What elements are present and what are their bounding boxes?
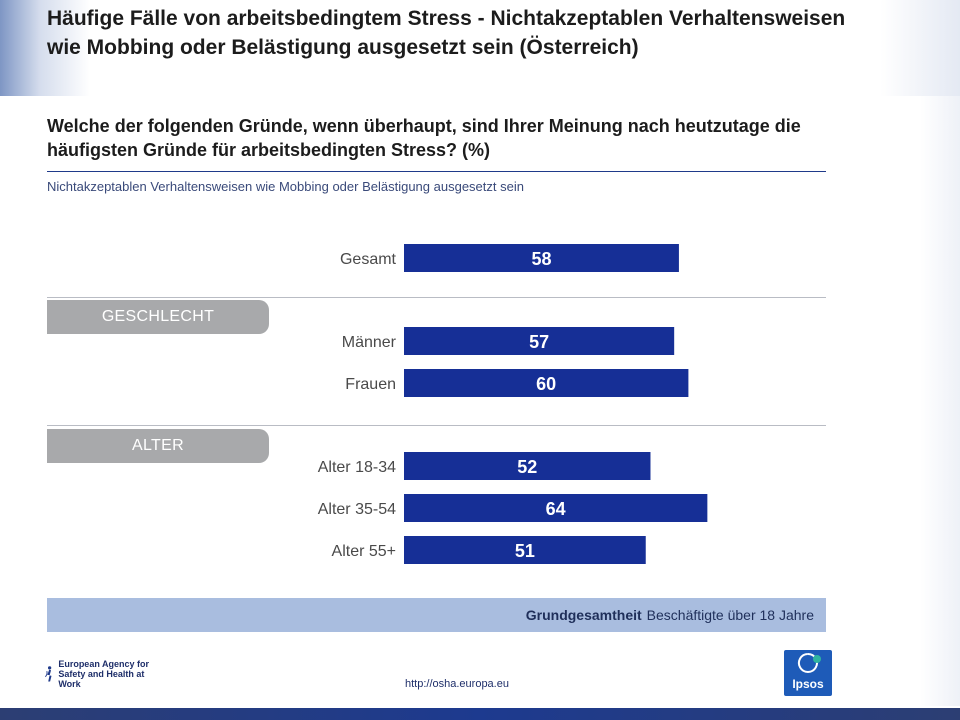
category-label: Alter 35-54: [318, 501, 396, 518]
section-tab-gender: GESCHLECHT: [47, 300, 269, 334]
section-divider-age: [47, 425, 826, 426]
category-label: Frauen: [345, 376, 396, 393]
ipsos-mark-icon: [797, 653, 821, 673]
category-label: Gesamt: [340, 251, 397, 268]
chart-subtitle: Nichtakzeptablen Verhaltensweisen wie Mo…: [47, 179, 524, 194]
ipsos-logo: Ipsos: [784, 650, 832, 696]
base-footer-bar: Grundgesamtheit Beschäftigte über 18 Jah…: [47, 598, 826, 632]
bottom-bar: [0, 708, 960, 720]
survey-question: Welche der folgenden Gründe, wenn überha…: [47, 116, 801, 160]
value-label: 64: [546, 499, 566, 519]
footer-url[interactable]: http://osha.europa.eu: [405, 678, 509, 690]
value-label: 52: [517, 457, 537, 477]
right-decorative-band: [920, 96, 960, 706]
value-label: 51: [515, 541, 535, 561]
bar-frauen: [404, 369, 689, 397]
ipsos-logo-text: Ipsos: [792, 677, 824, 691]
header-background: [0, 0, 960, 96]
bar-alter-35-54: [404, 494, 708, 522]
bar-alter-55-: [404, 536, 646, 564]
base-text: Beschäftigte über 18 Jahre: [646, 607, 814, 623]
page-title: Häufige Fälle von arbeitsbedingtem Stres…: [47, 7, 846, 59]
category-label: Alter 55+: [332, 543, 396, 560]
question-underline: [47, 171, 826, 172]
category-label: Alter 18-34: [318, 459, 396, 476]
section-divider-gender: [47, 297, 826, 298]
osha-figure-icon: [45, 666, 52, 682]
category-label: Männer: [342, 334, 397, 351]
osha-logo: European Agency for Safety and Health at…: [44, 655, 154, 693]
base-label: Grundgesamtheit: [525, 607, 642, 623]
section-tab-age: ALTER: [47, 429, 269, 463]
bar-gesamt: [404, 244, 679, 272]
bar-alter-18-34: [404, 452, 651, 480]
value-label: 57: [529, 332, 549, 352]
osha-logo-text: European Agency for Safety and Health at…: [58, 659, 149, 689]
bar-männer: [404, 327, 675, 355]
value-label: 58: [531, 249, 551, 269]
value-label: 60: [536, 374, 556, 394]
